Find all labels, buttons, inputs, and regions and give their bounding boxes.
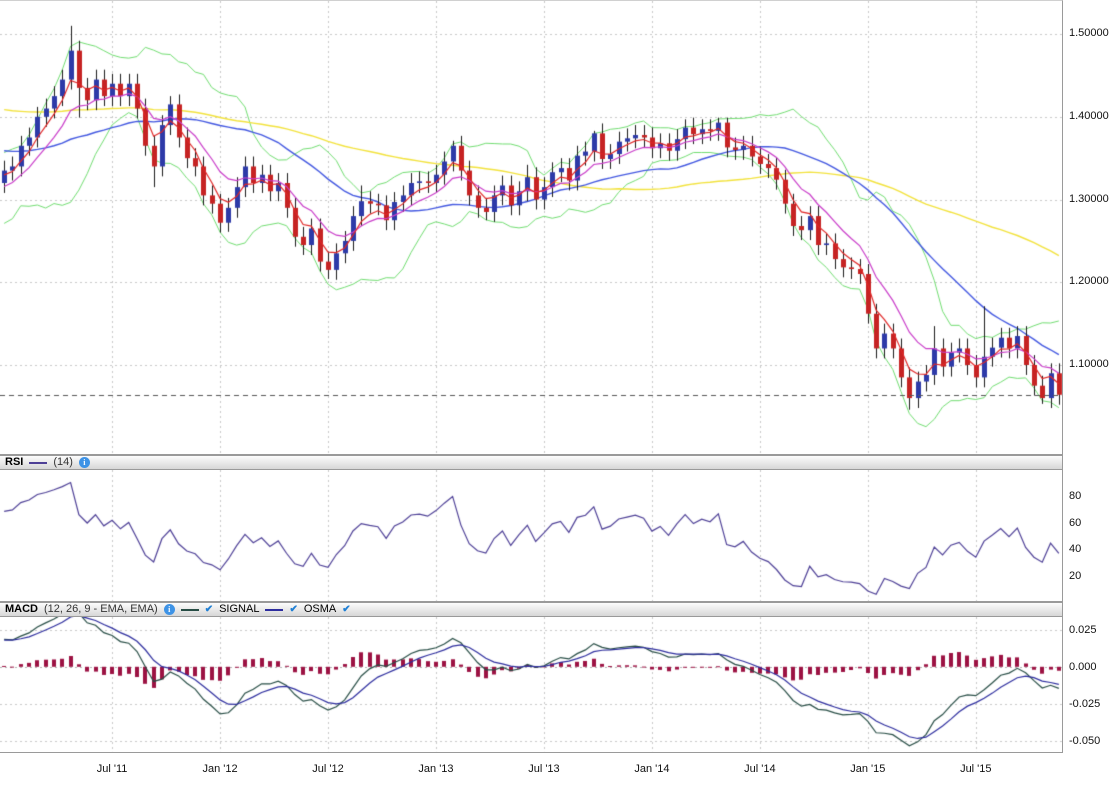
macd-axis-label: -0.025 — [1069, 697, 1101, 710]
price-panel — [0, 0, 1063, 455]
price-axis-label: 1.10000 — [1069, 358, 1109, 370]
time-axis-label: Jan '12 — [202, 763, 238, 775]
macd-axis-label: 0.025 — [1069, 623, 1097, 636]
time-axis-label: Jan '14 — [634, 763, 670, 775]
price-axis-label: 1.40000 — [1069, 109, 1109, 122]
rsi-axis-label: 20 — [1069, 569, 1082, 582]
macd-line-visible-check-icon[interactable]: ✔ — [204, 604, 214, 615]
macd-title: MACD — [5, 603, 38, 615]
rsi-panel-header: RSI (14) i — [0, 455, 1063, 470]
rsi-axis-label: 60 — [1069, 516, 1082, 529]
time-axis-label: Jul '13 — [528, 763, 560, 775]
x-axis: Jul '11 Jan '12 Jul '12 Jan '13 Jul '13 Jan '… — [0, 753, 1063, 788]
time-axis-label: Jan '15 — [850, 763, 886, 775]
time-axis-label: Jul '14 — [744, 763, 776, 775]
osma-visible-check-icon[interactable]: ✔ — [342, 604, 351, 615]
rsi-title: RSI — [5, 456, 24, 468]
macd-chart-canvas[interactable] — [0, 617, 1062, 752]
time-axis-label: Jul '12 — [312, 763, 344, 775]
rsi-axis-label: 80 — [1069, 490, 1082, 503]
macd-params: (12, 26, 9 - EMA, EMA) — [44, 603, 158, 615]
macd-axis-label: -0.050 — [1069, 735, 1101, 748]
rsi-panel — [0, 470, 1063, 602]
rsi-properties-icon[interactable]: i — [78, 457, 90, 468]
price-axis-label: 1.20000 — [1069, 275, 1109, 288]
macd-signal-label: SIGNAL — [219, 603, 260, 615]
macd-axis-label: 0.000 — [1069, 660, 1097, 673]
macd-line-swatch — [180, 608, 199, 611]
time-axis-label: Jul '11 — [96, 763, 128, 775]
macd-osma-label: OSMA — [303, 603, 337, 615]
price-axis-label: 1.30000 — [1069, 192, 1109, 205]
rsi-params: (14) — [53, 456, 73, 468]
signal-line-swatch — [265, 608, 284, 611]
price-axis-label: 1.50000 — [1069, 27, 1109, 40]
macd-properties-icon[interactable]: i — [163, 604, 175, 615]
rsi-line-swatch — [29, 461, 48, 464]
time-axis-label: Jul '15 — [960, 763, 992, 775]
signal-visible-check-icon[interactable]: ✔ — [289, 604, 298, 615]
rsi-axis-label: 40 — [1069, 543, 1082, 556]
macd-panel — [0, 617, 1063, 753]
rsi-chart-canvas[interactable] — [0, 470, 1062, 601]
macd-panel-header: MACD (12, 26, 9 - EMA, EMA) i ✔ SIGNAL ✔… — [0, 602, 1063, 617]
time-axis-label: Jan '13 — [418, 763, 454, 775]
price-chart-canvas[interactable] — [0, 1, 1062, 454]
